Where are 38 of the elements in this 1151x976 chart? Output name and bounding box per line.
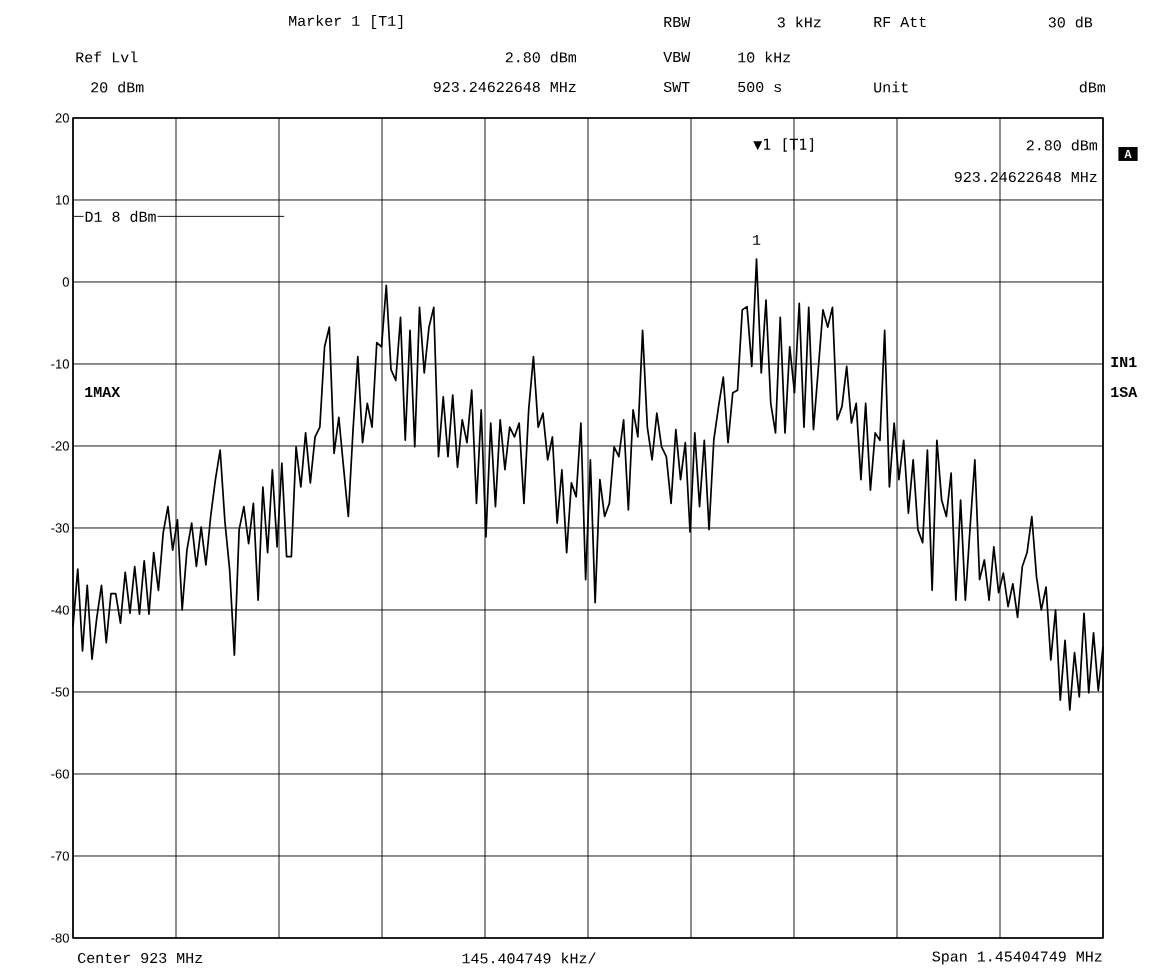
- y-tick-label: -70: [51, 851, 69, 861]
- y-tick-label: 20: [55, 113, 69, 123]
- text: 1SA: [1111, 386, 1138, 398]
- text: 3 kHz: [777, 16, 821, 28]
- annotation: 2.80 dBm: [1026, 139, 1098, 151]
- text: IN1: [1111, 357, 1137, 367]
- y-tick-label: -30: [51, 523, 69, 533]
- text: Ref Lvl: [76, 51, 138, 63]
- y-tick-label: 10: [56, 195, 69, 205]
- text: SWT: [663, 81, 690, 93]
- y-tick-label: -10: [51, 359, 69, 369]
- ref-line-label: D1 8 dBm: [85, 210, 156, 222]
- text: Center 923 MHz: [78, 952, 203, 964]
- text: 20 dBm: [91, 81, 144, 93]
- y-tick-label: -40: [51, 605, 69, 615]
- annotation: ▼1 [T1]: [753, 138, 814, 152]
- annotation: 923.24622648 MHz: [954, 171, 1097, 183]
- annotation: 1: [753, 234, 761, 245]
- text: 30 dB: [1048, 16, 1093, 28]
- text: A: [1124, 150, 1132, 158]
- y-tick-label: -50: [51, 687, 69, 697]
- text: 500 s: [738, 81, 781, 93]
- text: Span 1.45404749 MHz: [932, 951, 1102, 965]
- text: 145.404749 kHz/: [462, 952, 596, 964]
- text: 10 kHz: [738, 51, 791, 63]
- y-tick-label: -20: [51, 441, 69, 451]
- annotation: 1MAX: [85, 387, 121, 397]
- y-tick-label: -60: [51, 769, 69, 779]
- text: dBm: [1079, 81, 1106, 93]
- text: VBW: [663, 52, 691, 62]
- text: Marker 1 [T1]: [289, 14, 403, 29]
- text: RF Att: [874, 16, 926, 28]
- y-tick-label: -80: [51, 933, 69, 943]
- y-tick-label: 0: [62, 277, 69, 287]
- text: 2.80 dBm: [505, 51, 577, 63]
- text: Unit: [874, 81, 908, 93]
- text: RBW: [664, 17, 691, 27]
- text: 923.24622648 MHz: [433, 81, 576, 93]
